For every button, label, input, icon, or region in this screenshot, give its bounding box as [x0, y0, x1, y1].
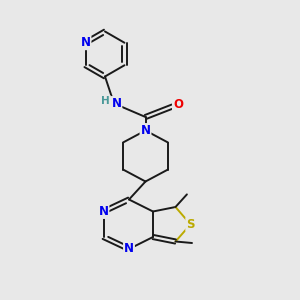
- Text: N: N: [124, 242, 134, 256]
- Text: N: N: [111, 97, 122, 110]
- Text: S: S: [186, 218, 195, 231]
- Text: O: O: [173, 98, 183, 112]
- Text: N: N: [140, 124, 151, 137]
- Text: N: N: [98, 205, 109, 218]
- Text: H: H: [101, 96, 110, 106]
- Text: N: N: [80, 36, 91, 49]
